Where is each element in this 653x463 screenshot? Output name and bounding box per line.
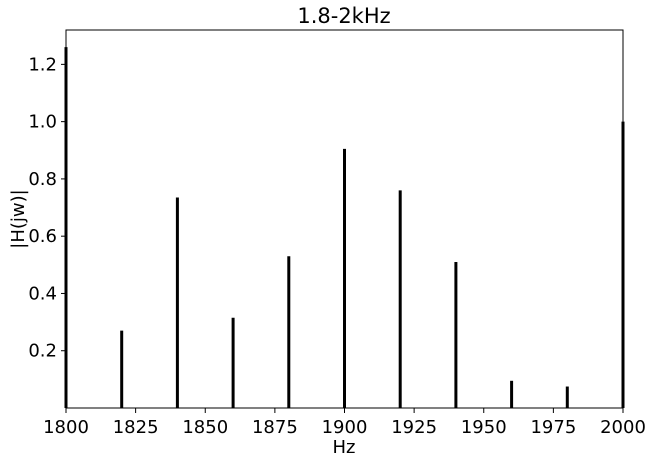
x-tick-label-1950: 1950 bbox=[461, 417, 507, 438]
y-tick-label-0.8: 0.8 bbox=[28, 169, 57, 190]
y-tick-label-1.2: 1.2 bbox=[28, 54, 57, 75]
x-tick-label-1825: 1825 bbox=[113, 417, 159, 438]
bars-layer bbox=[64, 47, 625, 408]
x-tick-label-1850: 1850 bbox=[182, 417, 228, 438]
y-tick-label-0.6: 0.6 bbox=[28, 226, 57, 247]
x-axis-label: Hz bbox=[333, 437, 356, 458]
y-tick-label-1.0: 1.0 bbox=[28, 112, 57, 133]
x-tick-label-1900: 1900 bbox=[322, 417, 368, 438]
x-tick-label-2000: 2000 bbox=[600, 417, 646, 438]
y-tick-label-0.4: 0.4 bbox=[28, 283, 57, 304]
chart-title: 1.8-2kHz bbox=[297, 4, 390, 28]
x-tick-label-1925: 1925 bbox=[391, 417, 437, 438]
y-tick-label-0.2: 0.2 bbox=[28, 341, 57, 362]
x-tick-label-1800: 1800 bbox=[43, 417, 89, 438]
y-axis-ticks: 0.2 0.4 0.6 0.8 1.0 1.2 bbox=[28, 54, 66, 362]
x-tick-label-1875: 1875 bbox=[252, 417, 298, 438]
x-tick-label-1975: 1975 bbox=[530, 417, 576, 438]
y-axis-label: |H(jw)| bbox=[8, 189, 29, 248]
x-axis-ticks: 1800 1825 1850 1875 1900 1925 1950 1975 2000 bbox=[43, 408, 646, 438]
